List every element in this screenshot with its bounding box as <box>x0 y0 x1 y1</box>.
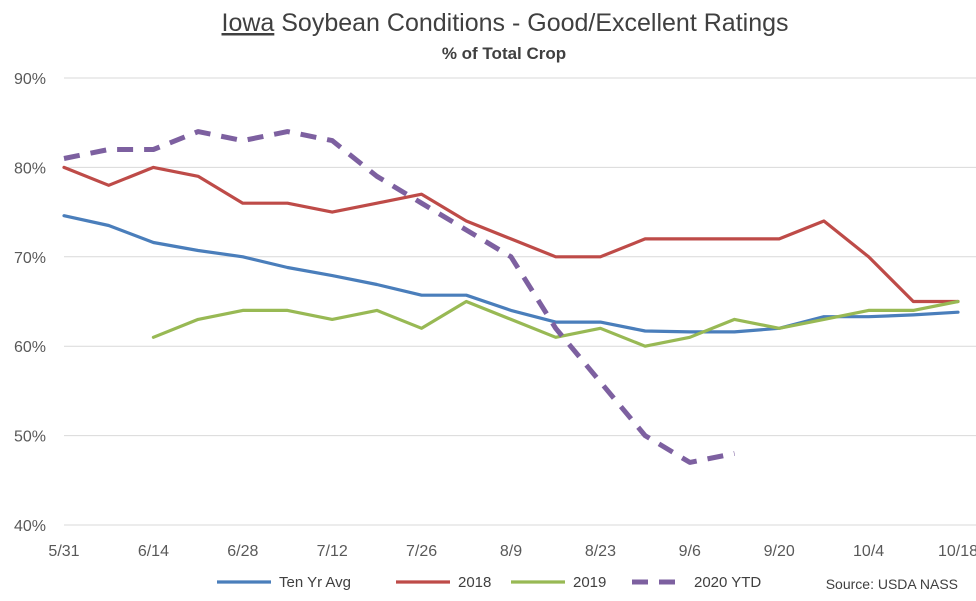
series-line-2019 <box>151 299 960 348</box>
legend-label-2019: 2019 <box>573 574 606 591</box>
series-line-2020-ytd <box>63 129 735 465</box>
gridlines <box>64 77 976 526</box>
x-tick-label-7-26: 7/26 <box>406 543 437 560</box>
source-note: Source: USDA NASS <box>826 576 958 592</box>
x-tick-label-9-6: 9/6 <box>679 543 701 560</box>
chart-subtitle: % of Total Crop <box>442 44 566 63</box>
y-axis-tick-labels: 40% 50% 60% 70% 80% 90% <box>14 71 46 535</box>
x-tick-label-10-18: 10/18 <box>938 543 976 560</box>
y-tick-label-80: 80% <box>14 160 46 177</box>
x-tick-label-8-9: 8/9 <box>500 543 522 560</box>
x-tick-label-6-14: 6/14 <box>138 543 169 560</box>
series-line-ten-yr-avg <box>62 214 960 334</box>
chart-title: Iowa Soybean Conditions - Good/Excellent… <box>222 9 789 37</box>
y-tick-label-60: 60% <box>14 339 46 356</box>
x-tick-label-5-31: 5/31 <box>48 543 79 560</box>
y-tick-label-50: 50% <box>14 429 46 446</box>
x-tick-label-9-20: 9/20 <box>764 543 795 560</box>
y-tick-label-40: 40% <box>14 518 46 535</box>
x-axis-tick-labels: 5/31 6/14 6/28 7/12 7/26 8/9 8/23 9/6 9/20 10/4 10… <box>48 543 976 560</box>
chart-title-rest: Soybean Conditions - Good/Excellent Rati… <box>274 9 788 37</box>
x-tick-label-6-28: 6/28 <box>227 543 258 560</box>
series-line-2018 <box>62 165 960 304</box>
x-tick-label-8-23: 8/23 <box>585 543 616 560</box>
y-tick-label-70: 70% <box>14 250 46 267</box>
y-tick-label-90: 90% <box>14 71 46 88</box>
legend-label-ten-yr-avg: Ten Yr Avg <box>279 574 351 591</box>
series-lines <box>62 129 960 465</box>
chart-title-underlined: Iowa <box>222 9 275 37</box>
legend-label-2018: 2018 <box>458 574 491 591</box>
legend-label-2020-ytd: 2020 YTD <box>694 574 761 591</box>
legend: Ten Yr Avg 2018 2019 2020 YTD <box>217 574 761 591</box>
x-tick-label-10-4: 10/4 <box>853 543 884 560</box>
x-tick-label-7-12: 7/12 <box>317 543 348 560</box>
